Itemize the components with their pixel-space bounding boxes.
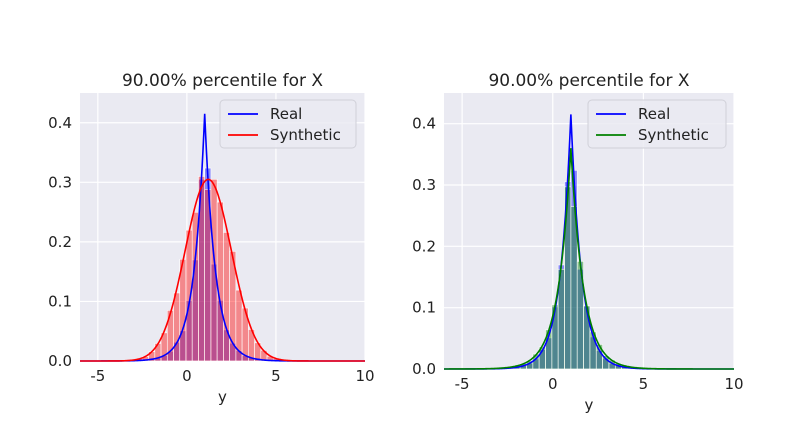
legend-label: Real [638, 105, 670, 123]
chart-title: 90.00% percentile for X [122, 71, 323, 91]
histogram-bar [216, 201, 224, 362]
kde-line-synthetic [444, 148, 734, 370]
y-tick-label: 0.2 [48, 233, 72, 251]
x-tick-label: 10 [355, 367, 374, 385]
y-tick-label: 0.3 [48, 173, 72, 191]
y-tick-label: 0.1 [412, 299, 436, 317]
legend-box [587, 99, 727, 149]
legend-label: Synthetic [638, 126, 709, 144]
histogram-bar [223, 232, 230, 362]
legend: Real Synthetic [587, 99, 727, 149]
x-tick-label: 0 [548, 375, 558, 393]
kde-line-synthetic [80, 178, 365, 362]
histogram-bar [210, 178, 218, 362]
x-tick-label: -5 [455, 375, 470, 393]
y-tick-label: 0.0 [48, 352, 72, 370]
legend-label: Synthetic [270, 126, 341, 144]
y-tick-label: 0.4 [48, 114, 72, 132]
histogram-synthetic [507, 186, 635, 370]
y-tick-label: 0.1 [48, 292, 72, 310]
left-chart-panel: -5 0 5 10 0.0 0.1 0.2 0.3 0.4 y 90.00% percentile … [48, 71, 374, 406]
x-axis-label: y [218, 388, 227, 406]
right-chart-panel: -5 0 5 10 0.0 0.1 0.2 0.3 0.4 y 90.00% percentile … [412, 71, 743, 414]
legend-box [219, 99, 357, 149]
x-tick-label: 10 [724, 375, 743, 393]
legend: Real Synthetic [219, 99, 357, 149]
y-tick-label: 0.0 [412, 360, 436, 378]
y-tick-label: 0.3 [412, 176, 436, 194]
x-tick-label: 5 [639, 375, 649, 393]
histogram-synthetic [135, 176, 280, 362]
chart-title: 90.00% percentile for X [488, 71, 689, 91]
x-tick-label: 0 [182, 367, 192, 385]
x-tick-label: -5 [90, 367, 105, 385]
y-tick-label: 0.4 [412, 115, 436, 133]
x-axis-label: y [585, 396, 594, 414]
histogram-bar [173, 292, 181, 362]
x-tick-label: 5 [271, 367, 281, 385]
y-tick-label: 0.2 [412, 237, 436, 255]
legend-label: Real [270, 105, 302, 123]
